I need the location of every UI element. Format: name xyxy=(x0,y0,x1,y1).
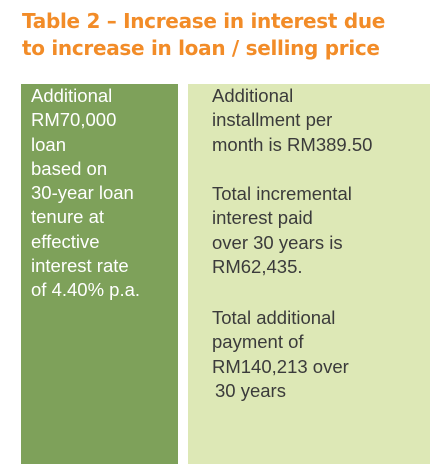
loan-impact-cell: Additional installment per month is RM38… xyxy=(188,84,430,464)
incremental-interest-line: interest paid xyxy=(212,207,313,229)
table-title-line-2: to increase in loan / selling price xyxy=(22,36,380,60)
incremental-interest-line: over 30 years is xyxy=(212,231,343,253)
column-divider xyxy=(178,84,188,464)
table-title-line-1: Table 2 – Increase in interest due xyxy=(22,9,386,33)
loan-condition-line: of 4.40% p.a. xyxy=(31,279,141,301)
loan-condition-text: Additional RM70,000 loan based on 30-yea… xyxy=(31,84,140,303)
total-payment-line: 30 years xyxy=(215,379,286,401)
total-payment-line: RM140,213 over xyxy=(212,355,349,377)
table-title: Table 2 – Increase in interest due to in… xyxy=(22,8,427,62)
loan-comparison-table: Additional RM70,000 loan based on 30-yea… xyxy=(21,84,430,464)
loan-condition-line: based on xyxy=(31,157,108,179)
installment-line: Additional xyxy=(212,85,294,106)
total-payment-paragraph: Total additional payment of RM140,213 ov… xyxy=(212,306,349,403)
total-payment-line: Total additional xyxy=(212,307,336,328)
installment-paragraph: Additional installment per month is RM38… xyxy=(212,84,372,157)
loan-condition-line: loan xyxy=(31,133,66,155)
incremental-interest-line: Total incremental xyxy=(212,183,352,204)
incremental-interest-line: RM62,435. xyxy=(212,255,303,277)
loan-condition-line: 30-year loan xyxy=(31,182,134,204)
loan-condition-line: effective xyxy=(31,230,100,252)
installment-line: month is RM389.50 xyxy=(212,133,373,155)
incremental-interest-paragraph: Total incremental interest paid over 30 … xyxy=(212,182,352,279)
loan-condition-line: tenure at xyxy=(31,206,105,228)
loan-condition-line: RM70,000 xyxy=(31,109,117,131)
installment-line: installment per xyxy=(212,109,333,131)
loan-condition-line: Additional xyxy=(31,85,113,106)
loan-condition-cell: Additional RM70,000 loan based on 30-yea… xyxy=(21,84,178,464)
total-payment-line: payment of xyxy=(212,331,304,353)
loan-condition-line: interest rate xyxy=(31,255,129,277)
